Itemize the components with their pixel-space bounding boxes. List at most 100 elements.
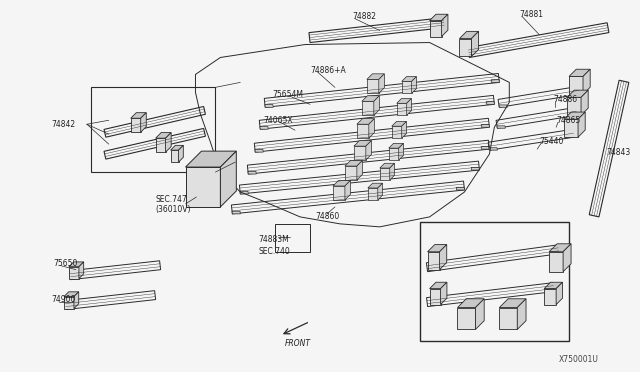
Polygon shape xyxy=(567,90,588,97)
Text: SEC.747: SEC.747 xyxy=(156,195,188,205)
Polygon shape xyxy=(571,92,579,94)
Polygon shape xyxy=(429,20,442,36)
Polygon shape xyxy=(429,282,447,289)
Polygon shape xyxy=(556,282,563,305)
Polygon shape xyxy=(472,31,479,57)
Polygon shape xyxy=(491,80,499,82)
Polygon shape xyxy=(156,138,166,152)
Polygon shape xyxy=(156,132,171,138)
Polygon shape xyxy=(486,102,494,104)
Polygon shape xyxy=(362,101,374,115)
Polygon shape xyxy=(569,69,590,76)
Polygon shape xyxy=(460,39,472,57)
Polygon shape xyxy=(397,99,412,103)
Polygon shape xyxy=(345,180,351,200)
Polygon shape xyxy=(232,211,240,214)
Polygon shape xyxy=(471,167,479,170)
Polygon shape xyxy=(567,97,581,115)
Polygon shape xyxy=(458,299,484,308)
Polygon shape xyxy=(402,81,412,93)
Text: 74900: 74900 xyxy=(51,295,76,304)
Polygon shape xyxy=(357,124,369,138)
Polygon shape xyxy=(171,150,179,162)
Text: 75650: 75650 xyxy=(53,259,77,268)
Polygon shape xyxy=(406,99,412,115)
Text: 75654M: 75654M xyxy=(272,90,303,99)
Text: 74881: 74881 xyxy=(519,10,543,19)
Polygon shape xyxy=(581,90,588,115)
Polygon shape xyxy=(544,282,563,289)
Polygon shape xyxy=(186,151,236,167)
Polygon shape xyxy=(564,112,585,119)
Polygon shape xyxy=(260,126,268,129)
Polygon shape xyxy=(64,292,79,296)
Polygon shape xyxy=(367,74,385,79)
Polygon shape xyxy=(458,308,476,330)
Polygon shape xyxy=(378,183,383,200)
Polygon shape xyxy=(345,160,362,166)
Polygon shape xyxy=(481,125,490,127)
Polygon shape xyxy=(345,166,357,180)
Polygon shape xyxy=(366,141,371,160)
Polygon shape xyxy=(69,262,84,267)
Polygon shape xyxy=(440,282,447,305)
Polygon shape xyxy=(583,69,590,94)
Polygon shape xyxy=(186,167,220,207)
Polygon shape xyxy=(354,146,366,160)
Text: 74882: 74882 xyxy=(352,12,376,21)
Polygon shape xyxy=(265,105,273,107)
Polygon shape xyxy=(481,147,490,149)
Text: (36010V): (36010V) xyxy=(156,205,191,214)
Polygon shape xyxy=(380,168,390,180)
Polygon shape xyxy=(368,183,383,188)
Polygon shape xyxy=(380,163,394,168)
Polygon shape xyxy=(369,119,374,138)
Polygon shape xyxy=(499,299,526,308)
Polygon shape xyxy=(362,96,380,101)
Polygon shape xyxy=(412,77,417,93)
Polygon shape xyxy=(69,267,79,279)
Text: 75440: 75440 xyxy=(539,137,564,146)
Polygon shape xyxy=(563,244,571,272)
Polygon shape xyxy=(402,77,417,81)
Polygon shape xyxy=(333,186,345,200)
Polygon shape xyxy=(499,105,508,107)
Text: 74883M: 74883M xyxy=(258,235,289,244)
Polygon shape xyxy=(248,171,256,174)
Polygon shape xyxy=(354,141,371,146)
Text: FRONT: FRONT xyxy=(285,339,311,348)
Polygon shape xyxy=(456,187,465,190)
Polygon shape xyxy=(367,79,379,93)
Polygon shape xyxy=(255,150,263,152)
Text: 74843: 74843 xyxy=(606,148,630,157)
Polygon shape xyxy=(578,112,585,137)
Polygon shape xyxy=(476,299,484,330)
Polygon shape xyxy=(429,289,440,305)
Polygon shape xyxy=(388,143,403,148)
Polygon shape xyxy=(544,289,556,305)
Polygon shape xyxy=(141,113,147,132)
Polygon shape xyxy=(440,244,447,270)
Polygon shape xyxy=(390,163,394,180)
Polygon shape xyxy=(368,188,378,200)
Polygon shape xyxy=(166,132,171,152)
Polygon shape xyxy=(402,121,406,138)
Polygon shape xyxy=(179,145,183,162)
Polygon shape xyxy=(429,14,448,20)
Polygon shape xyxy=(569,76,583,94)
Polygon shape xyxy=(374,96,380,115)
Polygon shape xyxy=(357,119,374,124)
Polygon shape xyxy=(74,292,79,308)
Polygon shape xyxy=(517,299,526,330)
Text: 74886: 74886 xyxy=(553,95,577,104)
Polygon shape xyxy=(388,148,399,160)
Polygon shape xyxy=(392,121,406,126)
Polygon shape xyxy=(357,160,362,180)
Polygon shape xyxy=(497,126,506,128)
Polygon shape xyxy=(549,244,571,252)
Polygon shape xyxy=(379,74,385,93)
Polygon shape xyxy=(131,118,141,132)
Text: 74865: 74865 xyxy=(556,116,580,125)
Polygon shape xyxy=(566,135,574,137)
Polygon shape xyxy=(569,113,577,115)
